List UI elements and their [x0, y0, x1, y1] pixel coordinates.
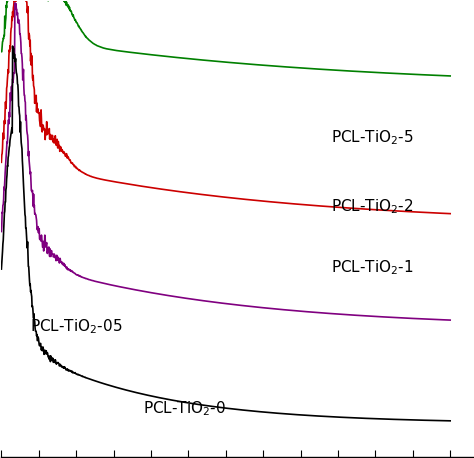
Text: PCL-TiO$_2$-05: PCL-TiO$_2$-05	[30, 317, 122, 336]
Text: PCL-TiO$_2$-5: PCL-TiO$_2$-5	[331, 129, 414, 147]
Text: PCL-TiO$_2$-2: PCL-TiO$_2$-2	[331, 198, 414, 217]
Text: PCL-TiO$_2$-1: PCL-TiO$_2$-1	[331, 258, 414, 277]
Text: PCL-TiO$_2$-0: PCL-TiO$_2$-0	[143, 399, 226, 418]
